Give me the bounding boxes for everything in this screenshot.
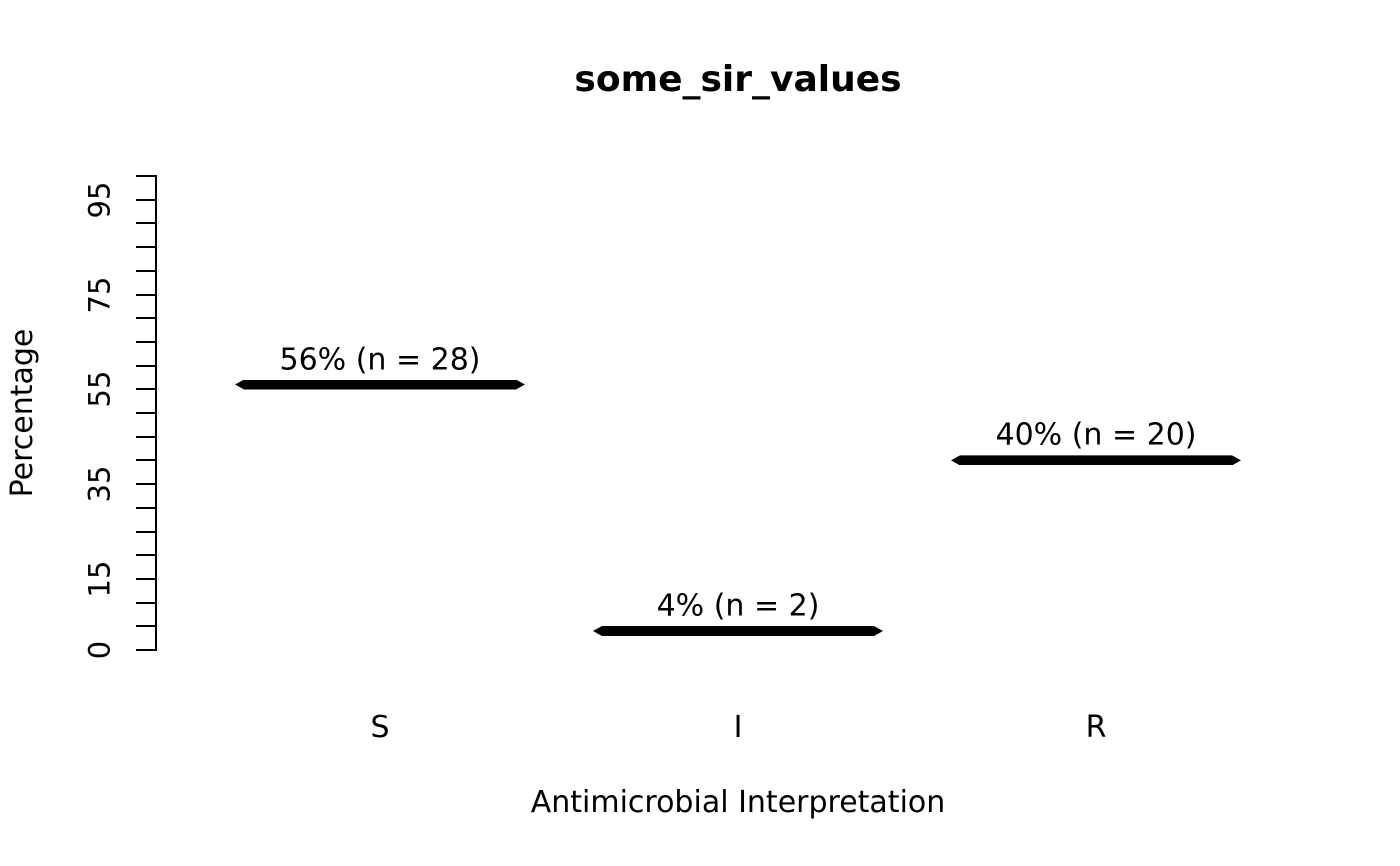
bar-S <box>235 380 525 390</box>
y-tick-mark <box>136 506 155 509</box>
y-tick-mark <box>136 412 155 414</box>
x-tick-label-I: I <box>733 710 743 745</box>
bar-I <box>593 626 883 636</box>
y-tick-mark <box>136 601 155 604</box>
y-tick-mark <box>136 483 155 486</box>
chart-title: some_sir_values <box>574 59 902 100</box>
y-tick-mark <box>136 364 155 367</box>
bar-label-I: 4% (n = 2) <box>656 588 820 624</box>
y-tick-mark <box>136 625 155 628</box>
y-tick-mark <box>136 530 155 533</box>
y-tick-label: 15 <box>82 560 117 598</box>
bar-label-R: 40% (n = 20) <box>995 417 1197 453</box>
y-axis-line <box>155 175 157 651</box>
y-tick-mark <box>136 246 155 249</box>
y-tick-mark <box>136 269 155 272</box>
x-tick-label-R: R <box>1085 710 1107 745</box>
y-tick-mark <box>136 198 155 201</box>
y-tick-mark <box>136 388 155 391</box>
y-tick-label: 75 <box>82 276 117 313</box>
y-tick-label: 0 <box>82 640 117 660</box>
y-tick-label: 35 <box>82 465 117 503</box>
y-tick-label: 95 <box>82 181 117 219</box>
y-tick-mark <box>136 577 155 580</box>
x-tick-label-S: S <box>370 710 390 745</box>
y-tick-mark <box>136 649 155 651</box>
y-tick-mark <box>136 175 155 177</box>
bar-label-S: 56% (n = 28) <box>279 342 481 378</box>
y-tick-mark <box>136 222 155 225</box>
y-tick-mark <box>136 459 155 462</box>
bar-R <box>951 455 1241 465</box>
y-tick-mark <box>136 317 155 320</box>
y-tick-mark <box>136 435 155 438</box>
y-tick-mark <box>136 554 155 557</box>
y-axis-title: Percentage <box>5 328 40 498</box>
y-tick-mark <box>136 340 155 343</box>
y-tick-mark <box>136 293 155 296</box>
y-tick-label: 55 <box>82 370 117 408</box>
x-axis-title: Antimicrobial Interpretation <box>530 785 946 820</box>
